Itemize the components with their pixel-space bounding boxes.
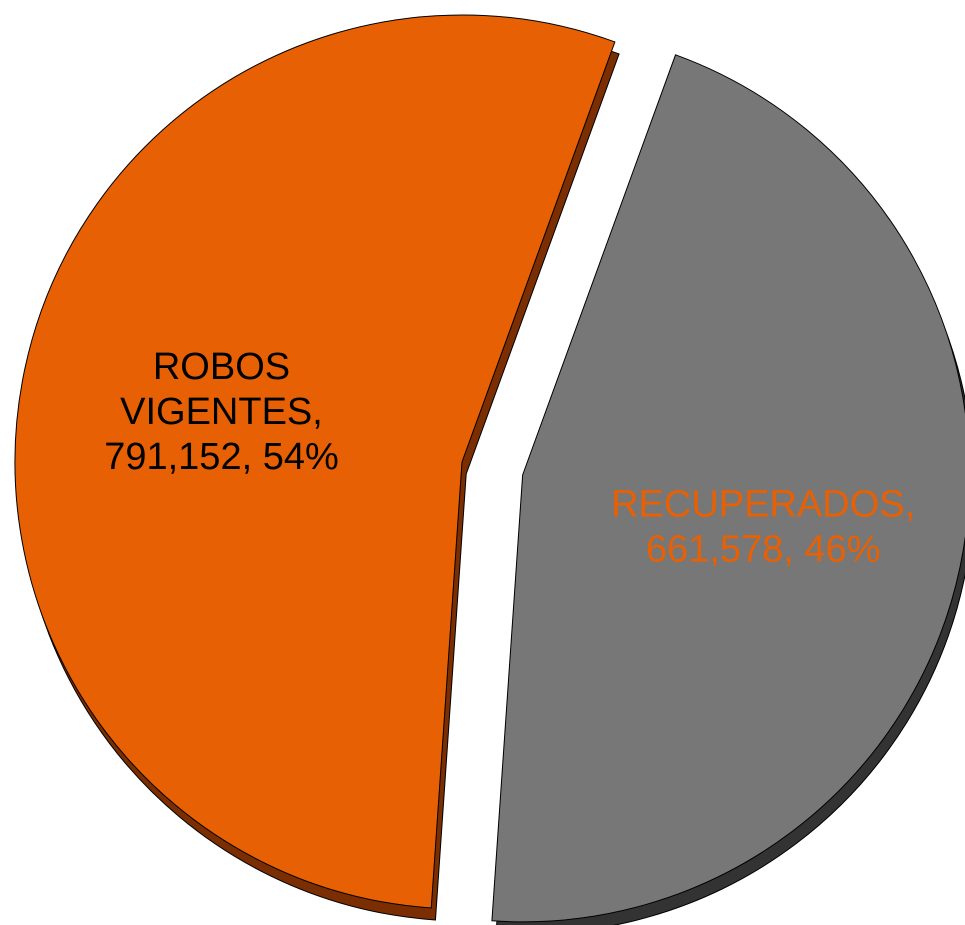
pie-slice-label-line: VIGENTES, [120, 391, 323, 433]
pie-slice-1[interactable] [491, 54, 965, 923]
pie-slice-label-line: ROBOS [153, 346, 290, 388]
pie-slice-label-1: RECUPERADOS, 661,578, 46% [611, 483, 915, 570]
pie-slice-label-line: 791,152, 54% [104, 436, 339, 478]
pie-slice-label-line: 661,578, 46% [646, 528, 881, 570]
pie-slice-label-line: RECUPERADOS, [611, 483, 915, 525]
pie-slice-label-0: ROBOS VIGENTES, 791,152, 54% [104, 346, 339, 478]
pie-slice-0[interactable] [14, 14, 616, 909]
